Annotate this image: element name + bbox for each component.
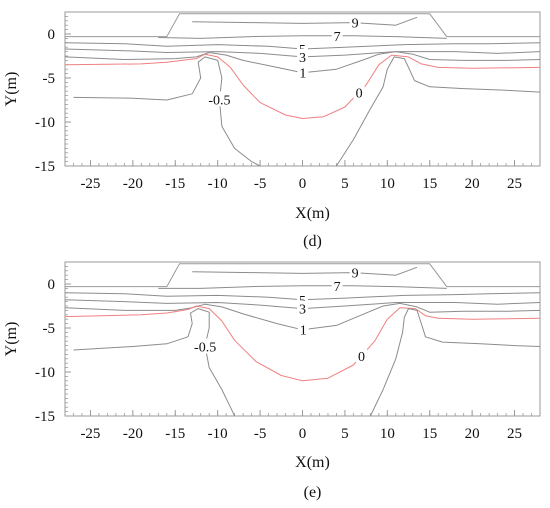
x-tick-label: 20 <box>465 176 480 192</box>
contour-label: 3 <box>299 303 306 318</box>
x-tick-label: 20 <box>465 426 480 442</box>
x-tick-label: 0 <box>299 176 307 192</box>
embankment-outline <box>65 263 540 288</box>
y-tick-label: -15 <box>35 159 55 175</box>
y-axis-label: Y(m) <box>3 322 20 357</box>
contour-line <box>73 56 261 167</box>
x-axis-label: X(m) <box>295 454 330 471</box>
contour-label: 9 <box>352 267 359 282</box>
x-tick-label: 25 <box>507 176 522 192</box>
contour-label: 1 <box>300 324 307 339</box>
contour-label-bg <box>296 300 308 316</box>
contour-label: 0 <box>358 350 365 365</box>
x-tick-label: 10 <box>380 426 395 442</box>
contour-label-bg <box>297 321 309 337</box>
contour-line <box>335 56 541 167</box>
contour-label: -0.5 <box>194 341 216 356</box>
x-tick-label: -5 <box>254 176 267 192</box>
contour-label-bg <box>189 338 222 354</box>
contour-line <box>73 308 236 417</box>
contour-label-bg <box>331 277 343 293</box>
contour-line <box>64 51 541 74</box>
minor-ticks <box>64 261 541 417</box>
contour-label-bg <box>203 91 236 107</box>
contour-line <box>158 35 447 39</box>
contour-panel-e: -25 -20 -15 -10 -5 0 5 10 15 20 250-5-10-15X(m)Y(m… <box>3 261 541 501</box>
x-tick-label: 0 <box>299 426 307 442</box>
contour-label: 3 <box>299 51 306 66</box>
x-tick-label: 10 <box>380 176 395 192</box>
contour-label: -0.5 <box>208 93 230 108</box>
contour-label-bg <box>353 84 365 100</box>
plot-frame <box>64 261 541 417</box>
contour-label-bg <box>331 27 343 43</box>
contour-label: 9 <box>352 17 359 32</box>
y-tick-label: 0 <box>48 277 56 293</box>
contour-line <box>158 285 447 289</box>
contour-label-bg <box>356 347 368 363</box>
panel-caption: (e) <box>304 484 322 501</box>
contour-label: 7 <box>334 280 341 295</box>
x-tick-label: -15 <box>165 176 185 192</box>
x-tick-label: 15 <box>422 426 437 442</box>
contour-line <box>369 308 541 417</box>
y-tick-label: -5 <box>43 71 56 87</box>
x-tick-label: -20 <box>123 426 143 442</box>
contour-label-bg <box>296 48 308 64</box>
x-tick-label: -5 <box>254 426 267 442</box>
contour-label: 1 <box>299 67 306 82</box>
y-axis-label: Y(m) <box>3 72 20 107</box>
contour-line <box>64 305 541 382</box>
contour-line <box>192 16 418 26</box>
y-tick-label: 0 <box>48 27 56 43</box>
contour-label-bg <box>296 291 308 307</box>
contour-label: 7 <box>334 30 341 45</box>
y-tick-label: -10 <box>35 115 55 131</box>
y-tick-label: -15 <box>35 409 55 425</box>
x-tick-label: -20 <box>123 176 143 192</box>
embankment-outline <box>65 13 540 38</box>
y-tick-label: -5 <box>43 321 56 337</box>
contour-label-bg <box>349 264 361 280</box>
contour-label-bg <box>349 14 361 30</box>
contour-line <box>192 266 418 276</box>
x-tick-label: -15 <box>165 426 185 442</box>
y-tick-label: -10 <box>35 365 55 381</box>
contour-line <box>64 302 541 331</box>
x-tick-label: -25 <box>80 426 100 442</box>
panel-caption: (d) <box>303 233 322 250</box>
x-tick-label: 5 <box>341 176 349 192</box>
contour-label-bg <box>297 64 309 80</box>
x-tick-label: 25 <box>507 426 522 442</box>
contour-panel-d: -25 -20 -15 -10 -5 0 5 10 15 20 250-5-10-15X(m)Y(m… <box>3 11 541 250</box>
contour-line <box>64 53 541 119</box>
x-tick-label: -10 <box>208 176 228 192</box>
contour-label-bg <box>296 40 308 56</box>
x-tick-label: -10 <box>208 426 228 442</box>
x-tick-label: 5 <box>341 426 349 442</box>
x-tick-label: -25 <box>80 176 100 192</box>
x-axis-label: X(m) <box>295 205 330 222</box>
x-tick-label: 15 <box>422 176 437 192</box>
contour-label: 0 <box>356 86 363 101</box>
